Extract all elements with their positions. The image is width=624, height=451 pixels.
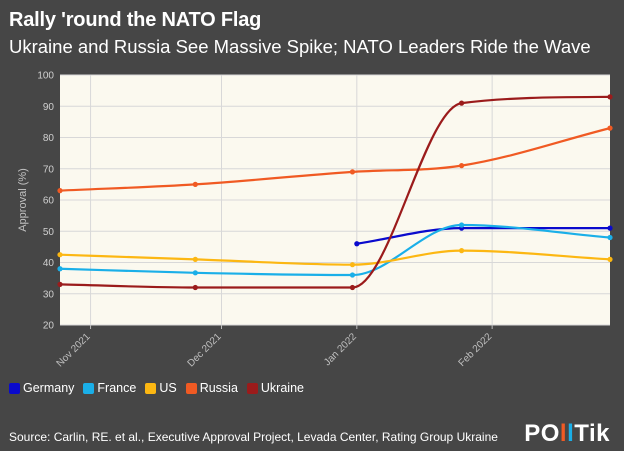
legend-label-germany: Germany [23, 381, 75, 395]
data-point-germany [354, 241, 360, 247]
legend-label-russia: Russia [199, 381, 238, 395]
y-tick-label: 50 [43, 227, 55, 238]
data-point-us [192, 256, 198, 262]
y-tick-label: 100 [37, 71, 54, 82]
series-line-ukraine [58, 95, 612, 289]
y-tick-label: 70 [43, 164, 55, 175]
legend-swatch-germany [9, 382, 20, 394]
data-point-germany [607, 225, 613, 231]
x-tick-label: Dec 2021 [186, 331, 224, 369]
chart-subtitle: Ukraine and Russia See Massive Spike; NA… [9, 36, 591, 57]
data-point-france [192, 270, 198, 276]
data-point-france [57, 266, 63, 272]
legend-item-us[interactable]: US [145, 381, 177, 395]
data-point-france [458, 222, 465, 228]
data-point-russia [57, 188, 63, 194]
legend-item-ukraine[interactable]: Ukraine [246, 381, 304, 395]
y-tick-label: 90 [43, 102, 55, 113]
data-point-us [57, 252, 63, 258]
data-point-russia [192, 181, 198, 187]
y-tick-label: 40 [43, 258, 55, 269]
data-point-ukraine [607, 94, 613, 100]
legend-label-us: US [159, 381, 177, 395]
data-point-ukraine [57, 281, 63, 287]
x-tick-label: Nov 2021 [55, 331, 93, 369]
legend-swatch-russia [185, 382, 197, 394]
data-point-ukraine [192, 284, 198, 291]
legend-label-france: France [97, 381, 137, 395]
data-point-us [607, 256, 613, 262]
y-tick-label: 20 [43, 321, 55, 332]
data-point-france [607, 234, 613, 241]
data-point-ukraine [349, 284, 356, 291]
legend-swatch-ukraine [246, 382, 258, 394]
data-point-us [349, 262, 356, 268]
y-tick-label: 60 [43, 196, 55, 207]
y-tick-label: 80 [43, 133, 55, 144]
legend-label-ukraine: Ukraine [260, 381, 304, 395]
data-point-france [349, 272, 356, 278]
data-point-russia [607, 125, 613, 131]
data-point-russia [458, 163, 465, 169]
legend-item-russia[interactable]: Russia [185, 381, 238, 395]
chart-title: Rally 'round the NATO Flag [9, 9, 262, 31]
legend: Germany France US Russia Ukraine [9, 381, 304, 395]
y-axis-label: Approval (%) [17, 168, 29, 232]
source-note: Source: Carlin, RE. et al., Executive Ap… [9, 430, 498, 444]
data-point-russia [349, 169, 356, 175]
y-tick-label: 30 [43, 289, 55, 300]
legend-item-germany[interactable]: Germany [9, 381, 74, 395]
legend-swatch-france [83, 382, 95, 394]
politik-logo: POllTik [524, 420, 610, 447]
legend-swatch-us [145, 382, 157, 394]
legend-item-france[interactable]: France [83, 381, 136, 395]
data-point-ukraine [458, 100, 465, 106]
data-point-us [458, 248, 465, 254]
x-tick-label: Jan 2022 [322, 331, 359, 368]
x-tick-label: Feb 2022 [457, 331, 495, 369]
